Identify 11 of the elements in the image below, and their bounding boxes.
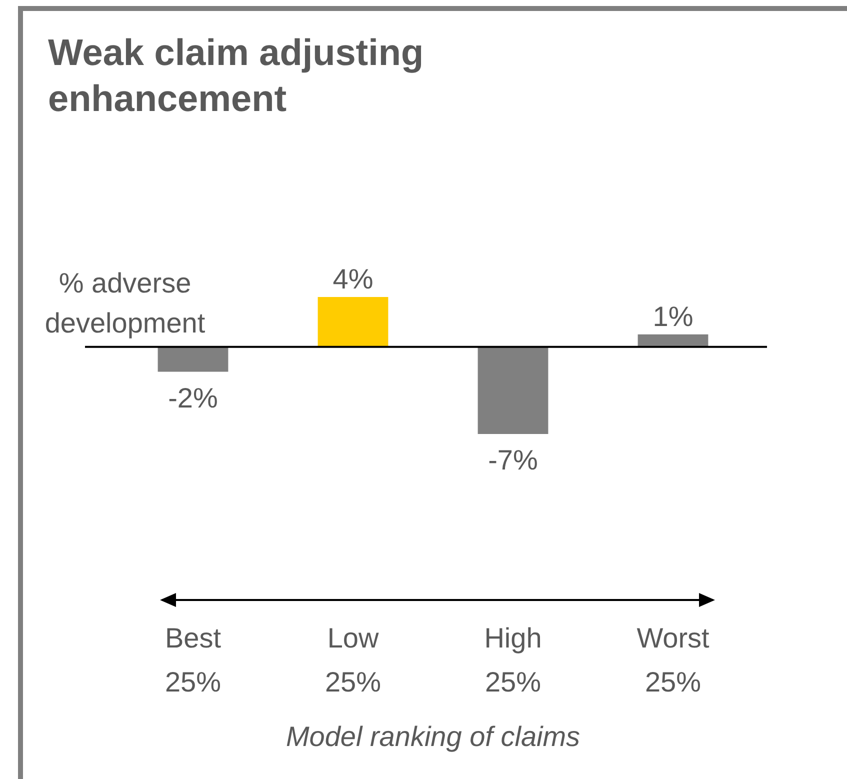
data-label: -2% — [168, 382, 218, 414]
y-axis-title: % adverse development — [44, 268, 206, 339]
data-label: -7% — [488, 444, 538, 476]
data-label: 4% — [332, 264, 374, 295]
x-tick-label: Worst 25% — [636, 622, 710, 698]
x-tick-label: Best 25% — [164, 622, 222, 698]
x-axis-title: Model ranking of claims — [286, 720, 580, 752]
x-tick-label: High 25% — [484, 622, 542, 698]
chart-title: Weak claim adjusting enhancement — [48, 31, 425, 121]
data-label: 1% — [652, 301, 694, 332]
x-tick-label: Low 25% — [324, 622, 382, 698]
